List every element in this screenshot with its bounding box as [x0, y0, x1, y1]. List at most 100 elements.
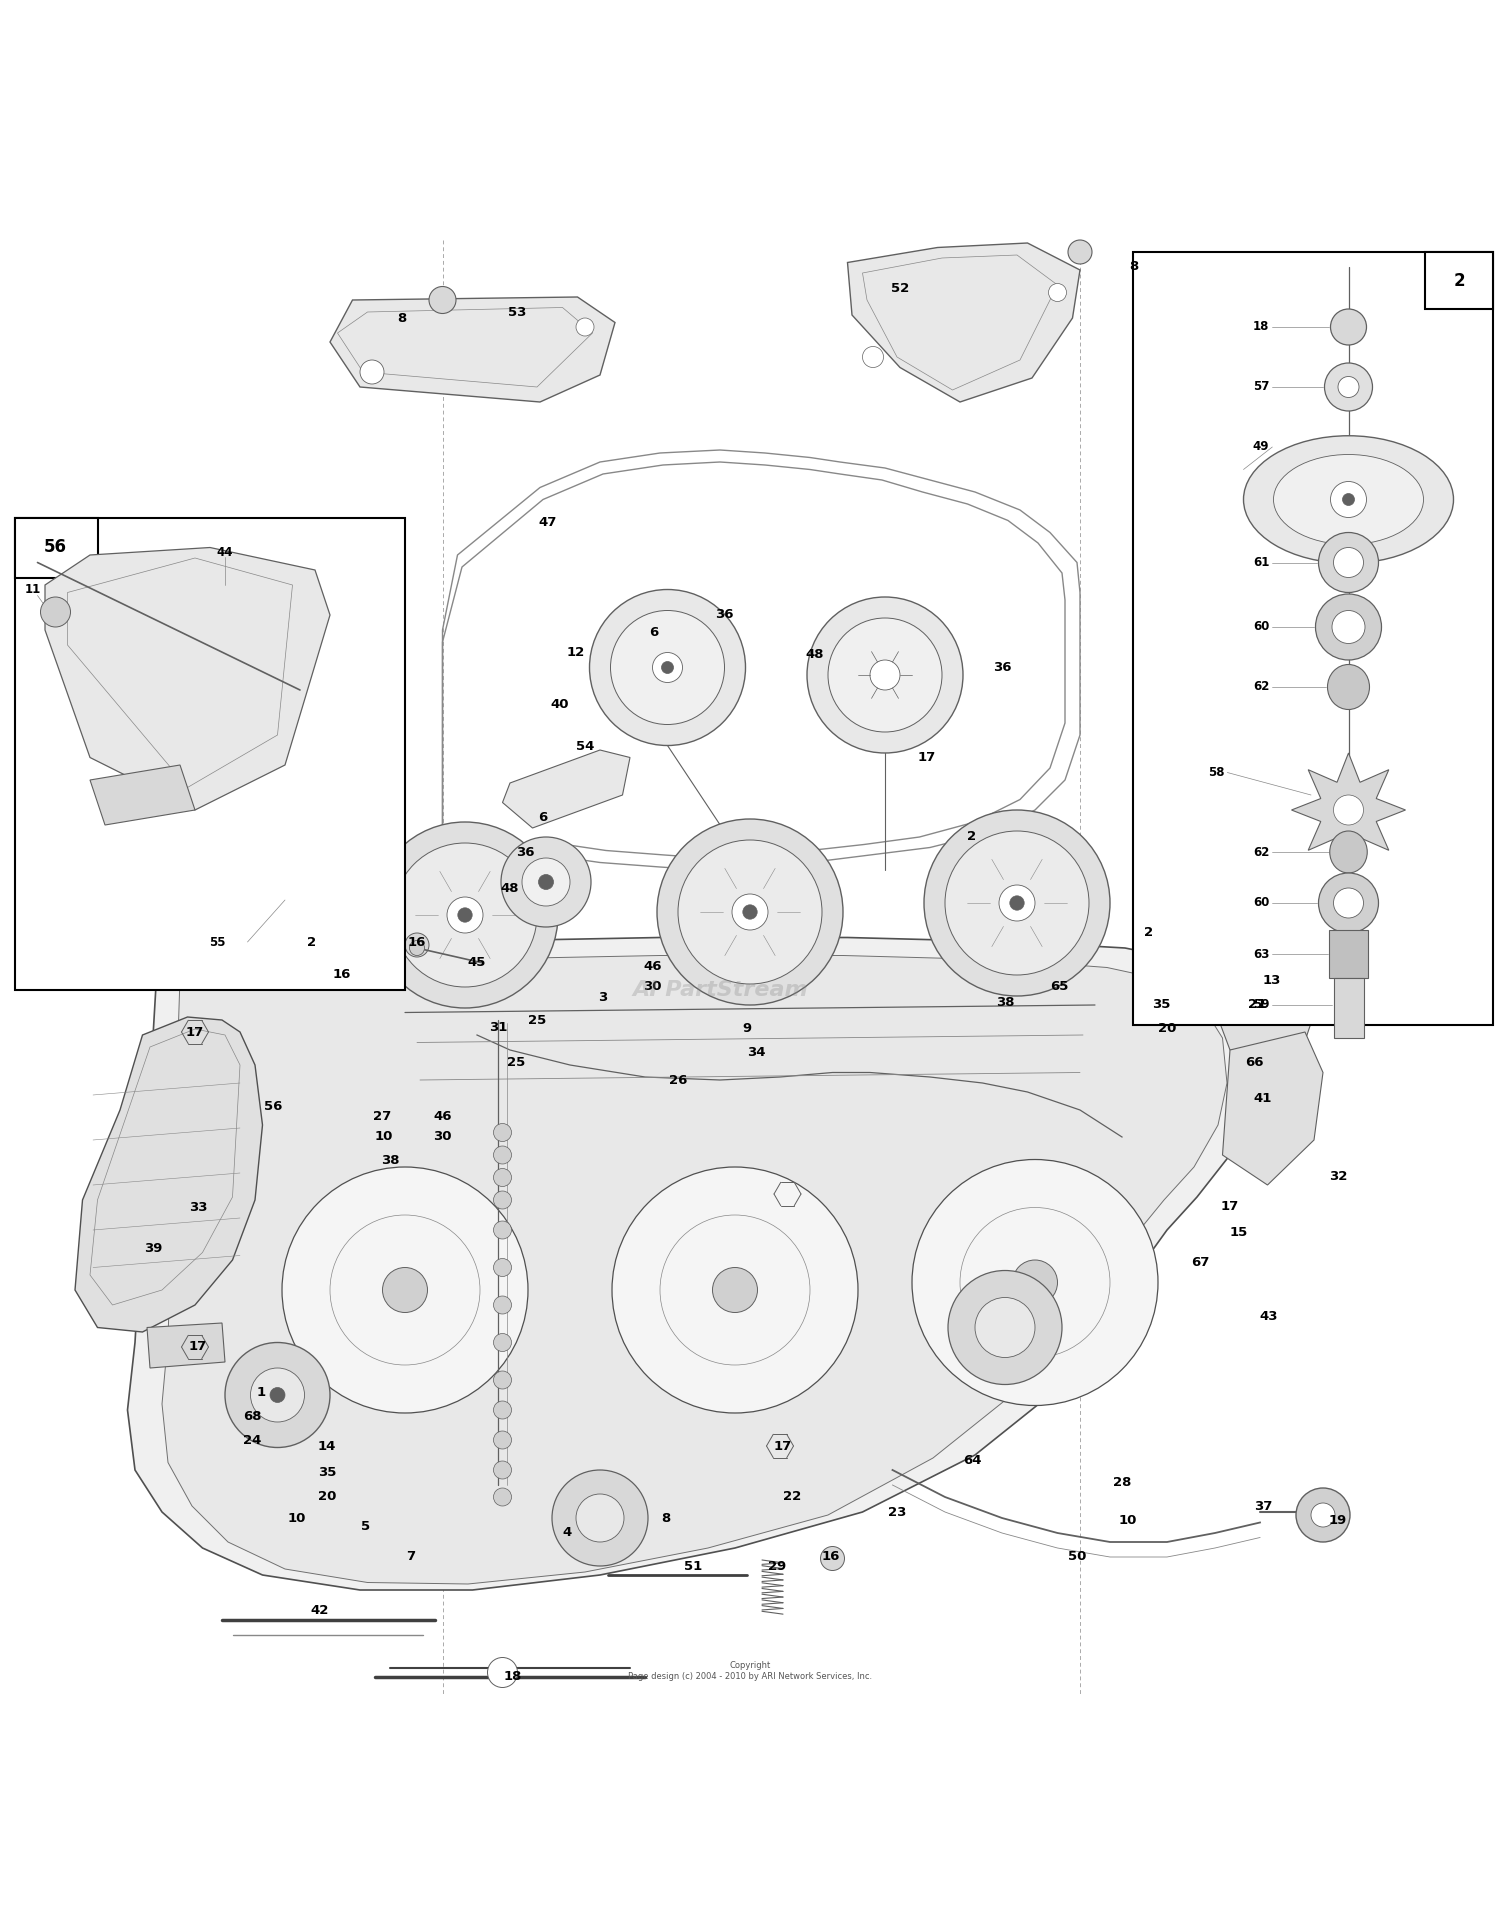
- Text: 10: 10: [288, 1511, 306, 1524]
- Circle shape: [576, 319, 594, 336]
- Text: 37: 37: [1254, 1500, 1272, 1513]
- Bar: [1334, 977, 1364, 1039]
- Text: 46: 46: [433, 1110, 451, 1123]
- Circle shape: [612, 1167, 858, 1413]
- Polygon shape: [1222, 1033, 1323, 1185]
- Circle shape: [732, 895, 768, 929]
- Text: 62: 62: [1252, 845, 1269, 858]
- Text: 4: 4: [562, 1526, 572, 1540]
- Circle shape: [1296, 1488, 1350, 1542]
- Circle shape: [382, 1267, 427, 1313]
- Circle shape: [828, 618, 942, 732]
- Circle shape: [576, 1494, 624, 1542]
- Circle shape: [405, 933, 429, 956]
- Polygon shape: [847, 244, 1080, 401]
- Circle shape: [924, 810, 1110, 996]
- Circle shape: [862, 346, 883, 367]
- Text: 10: 10: [1119, 1515, 1137, 1528]
- Circle shape: [1013, 1260, 1058, 1306]
- Text: 48: 48: [806, 647, 824, 660]
- Circle shape: [458, 908, 472, 922]
- Circle shape: [821, 1546, 844, 1571]
- Bar: [15, 518, 405, 991]
- Text: 30: 30: [644, 981, 662, 993]
- Text: 44: 44: [216, 545, 234, 559]
- Circle shape: [360, 361, 384, 384]
- Text: 29: 29: [768, 1559, 786, 1572]
- Circle shape: [447, 897, 483, 933]
- Circle shape: [807, 597, 963, 753]
- Text: AI PartStream: AI PartStream: [632, 979, 809, 1000]
- Text: 31: 31: [489, 1021, 507, 1035]
- Polygon shape: [1212, 977, 1317, 1050]
- Circle shape: [590, 589, 746, 745]
- Circle shape: [1338, 376, 1359, 397]
- Text: 35: 35: [318, 1467, 336, 1480]
- Ellipse shape: [1328, 664, 1370, 710]
- Bar: [1425, 252, 1492, 309]
- Text: 16: 16: [333, 968, 351, 981]
- Circle shape: [538, 874, 554, 889]
- Text: 19: 19: [1329, 1515, 1347, 1528]
- Text: 68: 68: [243, 1409, 261, 1423]
- Circle shape: [393, 843, 537, 987]
- Text: 26: 26: [669, 1073, 687, 1087]
- Text: 2: 2: [1144, 927, 1154, 939]
- Text: 51: 51: [684, 1559, 702, 1572]
- Text: 17: 17: [1221, 1200, 1239, 1213]
- Text: 60: 60: [1252, 620, 1269, 634]
- Text: 62: 62: [1252, 680, 1269, 693]
- Text: 18: 18: [1252, 321, 1269, 334]
- Circle shape: [712, 1267, 758, 1313]
- Text: 25: 25: [507, 1056, 525, 1069]
- Text: 2: 2: [968, 831, 976, 843]
- Circle shape: [1342, 493, 1354, 505]
- Polygon shape: [162, 956, 1227, 1584]
- Text: 15: 15: [1230, 1227, 1248, 1240]
- Text: 43: 43: [1260, 1311, 1278, 1323]
- Text: 45: 45: [468, 956, 486, 970]
- Text: 59: 59: [1252, 998, 1269, 1012]
- Text: 54: 54: [576, 741, 594, 753]
- Text: 57: 57: [1252, 380, 1269, 394]
- Circle shape: [1330, 482, 1366, 518]
- Circle shape: [270, 1388, 285, 1402]
- Circle shape: [652, 653, 682, 682]
- Text: 8: 8: [662, 1511, 670, 1524]
- Text: 61: 61: [1252, 557, 1269, 568]
- Circle shape: [372, 822, 558, 1008]
- Circle shape: [225, 1342, 330, 1448]
- Text: 12: 12: [567, 645, 585, 659]
- Polygon shape: [503, 751, 630, 828]
- Circle shape: [742, 904, 758, 920]
- Circle shape: [678, 841, 822, 983]
- Circle shape: [912, 1160, 1158, 1405]
- Text: 8: 8: [1130, 261, 1138, 273]
- Text: 8: 8: [398, 311, 406, 324]
- Circle shape: [945, 831, 1089, 975]
- Text: 36: 36: [993, 660, 1011, 674]
- Text: 48: 48: [501, 881, 519, 895]
- Text: Copyright
Page design (c) 2004 - 2010 by ARI Network Services, Inc.: Copyright Page design (c) 2004 - 2010 by…: [628, 1661, 872, 1680]
- Circle shape: [999, 885, 1035, 922]
- Text: 55: 55: [209, 935, 225, 948]
- Text: 16: 16: [822, 1551, 840, 1563]
- Circle shape: [494, 1123, 512, 1142]
- Circle shape: [282, 1167, 528, 1413]
- Circle shape: [494, 1221, 512, 1238]
- Text: 17: 17: [918, 751, 936, 764]
- Text: 24: 24: [243, 1434, 261, 1446]
- Text: 21: 21: [1248, 998, 1266, 1012]
- Circle shape: [1010, 897, 1025, 910]
- Text: 49: 49: [1252, 440, 1269, 453]
- Text: 5: 5: [362, 1521, 370, 1534]
- Text: 10: 10: [375, 1131, 393, 1144]
- Circle shape: [494, 1461, 512, 1478]
- Text: 35: 35: [1152, 998, 1170, 1012]
- Polygon shape: [75, 1018, 262, 1332]
- Polygon shape: [45, 547, 330, 810]
- Text: 18: 18: [504, 1670, 522, 1684]
- Text: 52: 52: [891, 282, 909, 294]
- Text: 65: 65: [1050, 981, 1068, 993]
- Text: 56: 56: [264, 1100, 282, 1114]
